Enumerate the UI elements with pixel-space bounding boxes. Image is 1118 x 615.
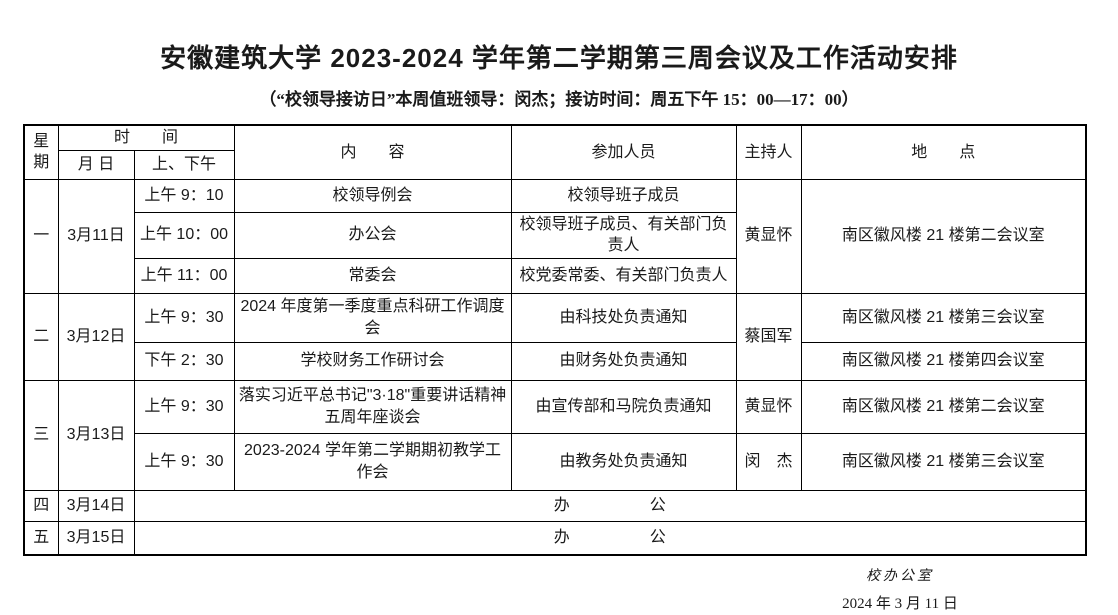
header-participants: 参加人员 [510,124,737,180]
header-content: 内 容 [233,124,512,180]
cell-week-tue: 二 [23,292,59,381]
cell-host-mon: 黄显怀 [735,178,802,294]
cell-date-mon: 3月11日 [57,178,135,294]
cell-week-fri: 五 [23,520,59,556]
cell-participants: 校党委常委、有关部门负责人 [510,257,737,294]
cell-time: 上午 9：30 [133,292,235,343]
cell-content: 2024 年度第一季度重点科研工作调度会 [233,292,512,343]
cell-location-mon: 南区徽风楼 21 楼第二会议室 [800,178,1087,294]
cell-participants: 由财务处负责通知 [510,341,737,381]
table-row: 四 3月14日 办 公 [23,489,1087,522]
cell-week-wed: 三 [23,379,59,491]
cell-time: 上午 10：00 [133,211,235,259]
document-footer: 校办公室 2024 年 3 月 11 日 [775,565,1025,613]
cell-location: 南区徽风楼 21 楼第二会议室 [800,379,1087,434]
cell-location: 南区徽风楼 21 楼第三会议室 [800,432,1087,491]
cell-date-thu: 3月14日 [57,489,135,522]
footer-office: 校办公室 [866,569,934,585]
cell-week-mon: 一 [23,178,59,294]
schedule-table: 星期 时 间 内 容 参加人员 主持人 地 点 月 日 上、下午 一 3月11日… [23,124,1088,557]
cell-content: 常委会 [233,257,512,294]
cell-host-tue: 蔡国军 [735,292,802,381]
cell-content: 校领导例会 [233,178,512,213]
table-row: 下午 2：30 学校财务工作研讨会 由财务处负责通知 南区徽风楼 21 楼第四会… [24,341,1087,381]
header-am-pm: 上、下午 [133,149,235,180]
cell-time: 下午 2：30 [133,341,235,381]
cell-host: 闵 杰 [735,432,802,491]
cell-content-thu: 办 公 [133,489,1087,522]
table-row: 三 3月13日 上午 9：30 落实习近平总书记"3·18"重要讲话精神五周年座… [23,379,1087,491]
cell-date-fri: 3月15日 [57,520,135,556]
cell-participants: 由宣传部和马院负责通知 [510,379,737,434]
table-row: 上午 10：00 办公会 校领导班子成员、有关部门负责人 [24,211,1086,259]
footer-date: 2024 年 3 月 11 日 [842,596,958,613]
table-row: 一 3月11日 上午 9：10 校领导例会 校领导班子成员 黄显怀 南区徽风楼 … [23,178,1087,294]
header-week: 星期 [23,124,59,180]
cell-time: 上午 9：30 [133,379,235,434]
header-time: 时 间 [57,124,235,151]
cell-content: 学校财务工作研讨会 [233,341,512,381]
cell-content: 落实习近平总书记"3·18"重要讲话精神五周年座谈会 [233,379,512,434]
header-month-day: 月 日 [57,149,135,180]
cell-participants: 由科技处负责通知 [510,292,737,343]
document-title: 安徽建筑大学 2023-2024 学年第二学期第三周会议及工作活动安排 [160,43,958,73]
cell-participants: 校领导班子成员 [510,178,737,213]
table-row: 上午 11：00 常委会 校党委常委、有关部门负责人 [24,257,1086,294]
cell-location: 南区徽风楼 21 楼第三会议室 [800,292,1087,343]
cell-date-tue: 3月12日 [57,292,135,381]
cell-content: 办公会 [233,211,512,259]
header-location: 地 点 [800,124,1087,180]
table-row: 上午 9：30 2023-2024 学年第二学期期初教学工作会 由教务处负责通知… [24,432,1087,491]
cell-location: 南区徽风楼 21 楼第四会议室 [800,341,1087,381]
cell-content-fri: 办 公 [133,520,1087,556]
cell-date-wed: 3月13日 [57,379,135,491]
header-host: 主持人 [735,124,802,180]
cell-week-thu: 四 [23,489,59,522]
cell-content: 2023-2024 学年第二学期期初教学工作会 [233,432,512,491]
cell-host: 黄显怀 [735,379,802,434]
cell-participants: 由教务处负责通知 [510,432,737,491]
cell-time: 上午 9：10 [133,178,235,213]
cell-participants: 校领导班子成员、有关部门负责人 [510,211,737,259]
cell-time: 上午 9：30 [133,432,235,491]
table-row: 五 3月15日 办 公 [23,520,1087,556]
document-subtitle: （“校领导接访日”本周值班领导：闵杰；接访时间：周五下午 15：00—17：00… [259,90,859,109]
cell-time: 上午 11：00 [133,257,235,294]
table-row: 二 3月12日 上午 9：30 2024 年度第一季度重点科研工作调度会 由科技… [23,292,1087,381]
